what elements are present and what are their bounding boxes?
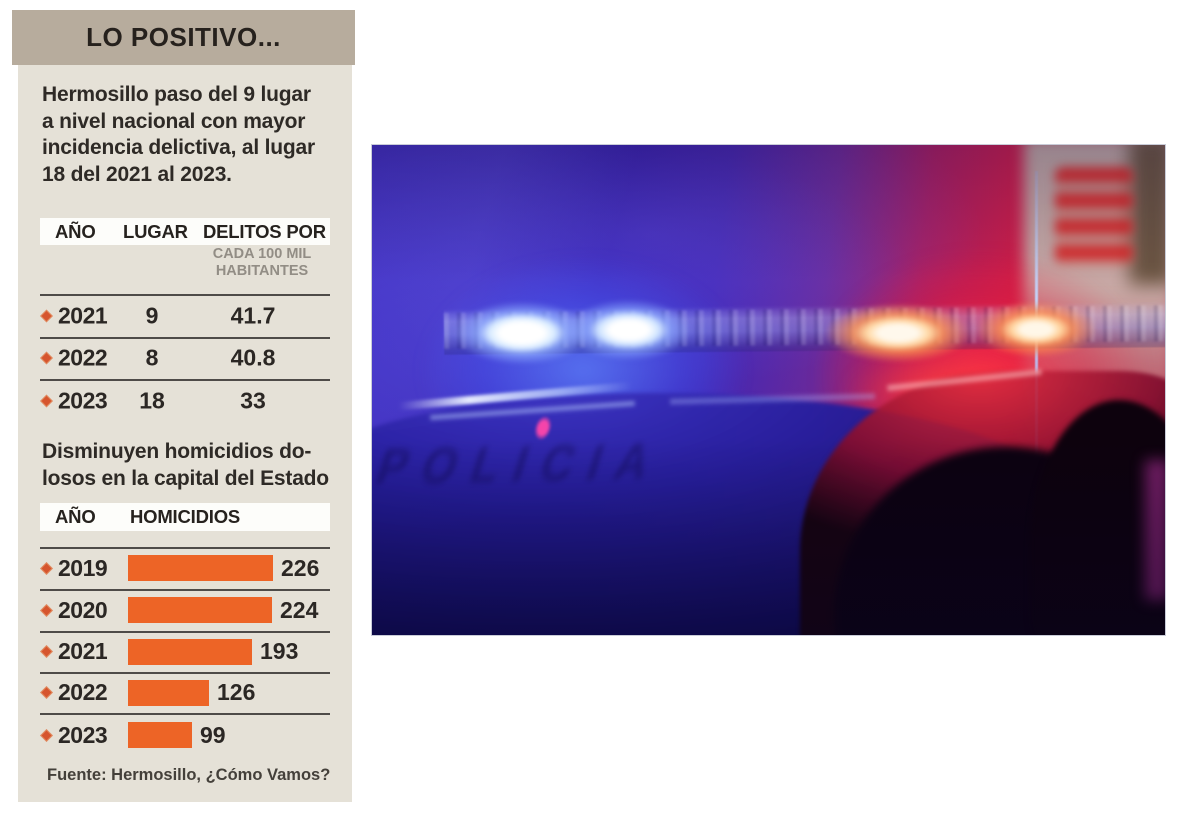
table-rule (40, 631, 330, 633)
diamond-bullet-icon (40, 561, 53, 575)
intro-line: a nivel nacional con mayor (42, 109, 306, 133)
year-value: 2022 (58, 344, 108, 371)
year-cell: 2022 (40, 344, 108, 372)
bar-value: 226 (281, 554, 320, 581)
red-strobe-left (824, 303, 972, 363)
bar-year: 2021 (58, 638, 108, 664)
diamond-bullet-icon (40, 728, 53, 742)
bar-value: 193 (260, 638, 299, 664)
column-header-ano: AÑO (55, 506, 96, 527)
ranking-table-header: AÑO LUGAR DELITOS POR (40, 218, 330, 245)
lugar-cell: 9 (145, 302, 159, 328)
diamond-bullet-icon (40, 309, 53, 322)
bar-row: 2023 99 (40, 713, 340, 757)
bar-row: 2020 224 (40, 589, 340, 631)
homicides-bar (128, 597, 272, 623)
column-header-ano: AÑO (55, 220, 96, 242)
table-row: 2023 18 33 (40, 379, 330, 423)
column-header-subnote: CADA 100 MIL HABITANTES (203, 246, 321, 279)
diamond-bullet-icon (40, 603, 53, 617)
year-value: 2021 (58, 302, 108, 328)
year-cell: 2023 (40, 387, 108, 415)
year-value: 2023 (58, 387, 108, 414)
table-rule (40, 294, 330, 296)
bar-row: 2022 126 (40, 672, 340, 713)
infographic-header: LO POSITIVO... (12, 10, 355, 65)
column-header-lugar: LUGAR (123, 220, 188, 242)
subnote-line: HABITANTES (215, 262, 309, 279)
homicides-bar (128, 638, 252, 665)
lugar-cell: 18 (139, 387, 165, 414)
delitos-cell: 40.8 (230, 344, 276, 371)
subtitle-line: losos en la capital del Estado (42, 467, 329, 490)
year-cell: 2021 (40, 302, 108, 329)
bar-year: 2022 (58, 679, 108, 705)
bar-year: 2023 (58, 721, 108, 748)
source-credit: Fuente: Hermosillo, ¿Cómo Vamos? (47, 766, 331, 784)
homicides-subtitle: Disminuyen homicidios do- losos en la ca… (42, 438, 329, 492)
table-rule (40, 547, 330, 549)
bar-row: 2019 226 (40, 547, 340, 589)
blue-strobe-right (566, 299, 692, 361)
homicides-bar (128, 555, 273, 581)
bar-year: 2020 (58, 596, 108, 623)
infographic-panel: Hermosillo paso del 9 lugar a nivel naci… (18, 65, 352, 802)
column-header-homicidios: HOMICIDIOS (130, 506, 241, 527)
bar-year: 2019 (58, 554, 108, 581)
intro-line: Hermosillo paso del 9 lugar (42, 83, 311, 106)
homicides-table-header: AÑO HOMICIDIOS (40, 503, 330, 531)
column-header-delitos: DELITOS POR (203, 220, 326, 242)
lugar-cell: 8 (145, 344, 159, 371)
homicides-bar (128, 679, 209, 706)
bar-value: 126 (217, 679, 256, 705)
intro-line: incidencia delictiva, al lugar (42, 136, 315, 159)
table-rule (40, 713, 330, 715)
table-rule (40, 589, 330, 591)
bar-value: 224 (280, 596, 319, 623)
intro-line: 18 del 2021 al 2023. (42, 162, 232, 186)
table-row: 2021 9 41.7 (40, 294, 330, 337)
subtitle-line: Disminuyen homicidios do- (42, 440, 312, 463)
table-row: 2022 8 40.8 (40, 337, 330, 379)
diamond-bullet-icon (40, 394, 53, 408)
photo-vignette (372, 145, 1165, 635)
pink-edge-glow (1145, 460, 1165, 600)
diamond-bullet-icon (40, 645, 53, 658)
red-strobe-right (974, 301, 1098, 358)
delitos-cell: 41.7 (230, 302, 276, 328)
bar-value: 99 (200, 721, 226, 748)
intro-text: Hermosillo paso del 9 lugar a nivel naci… (42, 82, 315, 188)
diamond-bullet-icon (40, 351, 53, 365)
infographic-title: LO POSITIVO... (86, 22, 281, 52)
table-rule (40, 337, 330, 339)
homicides-bar (128, 722, 192, 748)
police-lights-photo: POLICIA (371, 144, 1166, 636)
delitos-cell: 33 (240, 387, 266, 414)
subnote-line: CADA 100 MIL (212, 246, 312, 262)
bar-row: 2021 193 (40, 631, 340, 672)
table-rule (40, 672, 330, 674)
diamond-bullet-icon (40, 686, 53, 699)
table-rule (40, 379, 330, 381)
